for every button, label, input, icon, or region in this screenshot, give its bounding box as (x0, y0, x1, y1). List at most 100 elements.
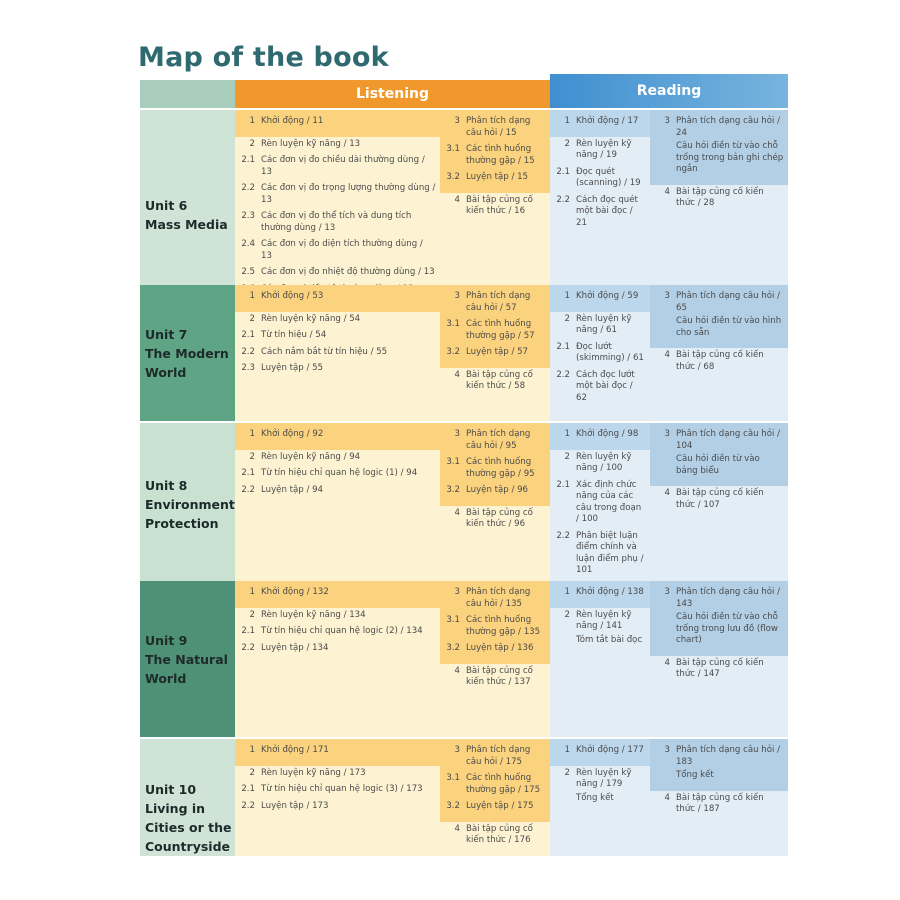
toc-item: 4 Bài tập củng cố kiến thức / 187 (654, 793, 784, 816)
toc-item: 2.3 Các đơn vị đo thể tích và dung tích t… (239, 211, 436, 234)
listening-cell: 1 Khởi động / 171 2 Rèn luyện kỹ năng / 173… (235, 739, 440, 856)
item-number: 2.1 (241, 626, 255, 636)
item-description: Tổng kết (576, 792, 614, 803)
toc-item: 2.2 Luyện tập / 134 (239, 643, 436, 655)
highlight-band: 3 Phân tích dạng câu hỏi / 65 Câu hỏi điền… (650, 285, 788, 348)
unit-row: Unit 6 Mass Media 1 Khởi động / 11 2 Rèn luyệ… (140, 108, 788, 321)
content-area: 4 Bài tập củng cố kiến thức / 107 (650, 486, 788, 586)
item-text: Luyện tập / 94 (261, 484, 324, 495)
item-number: 3.2 (446, 347, 460, 357)
highlight-band: 1 Khởi động / 177 (550, 739, 650, 766)
toc-item: 3 Phân tích dạng câu hỏi / 135 (444, 587, 546, 610)
unit-cell: Unit 8 Environmental Protection (140, 423, 248, 586)
highlight-band: 1 Khởi động / 98 (550, 423, 650, 450)
item-number: 3 (664, 745, 670, 755)
item-text: Phân tích dạng câu hỏi / 15 (466, 116, 531, 138)
toc-item: 3.1 Các tình huống thường gặp / 175 (444, 773, 546, 796)
item-number: 1 (249, 587, 255, 597)
toc-item: 4 Bài tập củng cố kiến thức / 16 (444, 195, 546, 218)
item-text: Phân tích dạng câu hỏi / 95 (466, 429, 531, 451)
toc-item: 2.1 Đọc quét (scanning) / 19 (554, 167, 646, 190)
toc-item: 4 Bài tập củng cố kiến thức / 107 (654, 488, 784, 511)
toc-item: 2 Rèn luyện kỹ năng / 94 (239, 452, 436, 464)
item-text: Khởi động / 92 (261, 429, 324, 439)
item-number: 2 (564, 451, 570, 462)
unit-title: Cities or the (145, 819, 232, 835)
toc-item: 3.2 Luyện tập / 136 (444, 643, 546, 655)
item-text: Các tình huống thường gặp / 57 (466, 319, 535, 341)
item-number: 3 (454, 587, 460, 597)
item-text: Cách đọc lướt một bài đọc / 62 (576, 369, 635, 403)
highlight-band: 1 Khởi động / 171 (235, 739, 440, 766)
item-number: 4 (454, 823, 460, 834)
item-text: Bài tập củng cố kiến thức / 28 (676, 186, 764, 209)
toc-item: 4 Bài tập củng cố kiến thức / 68 (654, 350, 784, 373)
toc-item: 2.4 Các đơn vị đo diện tích thường dùng /… (239, 239, 436, 262)
item-number: 2 (564, 313, 570, 324)
item-text: Khởi động / 138 (576, 587, 644, 597)
item-text: Bài tập củng cố kiến thức / 187 (676, 792, 764, 815)
item-number: 2 (249, 609, 255, 620)
toc-item: 1 Khởi động / 53 (239, 291, 436, 303)
item-text: Rèn luyện kỹ năng / 134 (261, 609, 366, 620)
highlight-band: 3 Phân tích dạng câu hỏi / 104 Câu hỏi điề… (650, 423, 788, 486)
unit-number: Unit 7 (145, 326, 188, 342)
unit-title: Mass Media (145, 217, 228, 233)
item-text: Các tình huống thường gặp / 15 (466, 144, 535, 166)
page-title: Map of the book (138, 42, 389, 73)
toc-item: 4 Bài tập củng cố kiến thức / 147 (654, 658, 784, 681)
highlight-band: 3 Phân tích dạng câu hỏi / 15 3.1 Các tình … (440, 110, 550, 193)
item-text: Khởi động / 171 (261, 745, 329, 755)
reading-cell: 1 Khởi động / 177 2 Rèn luyện kỹ năng / 179… (550, 739, 650, 856)
unit-number: Unit 9 (145, 632, 188, 648)
toc-item: 4 Bài tập củng cố kiến thức / 176 (444, 824, 546, 847)
content-area: 4 Bài tập củng cố kiến thức / 187 (650, 790, 788, 856)
toc-item: 3 Phân tích dạng câu hỏi / 24 (654, 116, 784, 139)
reading-cell: 3 Phân tích dạng câu hỏi / 183 Tổng kết 4 Bà… (650, 739, 788, 856)
item-text: Từ tín hiệu chỉ quan hệ logic (3) / 173 (261, 784, 423, 794)
highlight-band: 3 Phân tích dạng câu hỏi / 24 Câu hỏi điền… (650, 110, 788, 185)
content-area: 4 Bài tập củng cố kiến thức / 58 (440, 367, 550, 421)
item-text: Rèn luyện kỹ năng / 54 (261, 313, 361, 324)
item-text: Các đơn vị đo thể tích và dung tích thườ… (261, 211, 412, 233)
item-text: Luyện tập / 15 (466, 172, 529, 182)
highlight-band: 1 Khởi động / 138 (550, 581, 650, 608)
item-description: Câu hỏi điền từ vào hình cho sẵn (676, 316, 782, 338)
item-number: 1 (249, 291, 255, 301)
content-area: 2 Rèn luyện kỹ năng / 61 2.1 Đọc lướt (skim… (550, 311, 650, 421)
item-text: Các tình huống thường gặp / 135 (466, 615, 541, 637)
unit-number: Unit 6 (145, 198, 188, 214)
item-description: Tổng kết (676, 770, 714, 780)
item-number: 2.2 (241, 800, 255, 811)
item-number: 2 (564, 138, 570, 149)
toc-item: 1 Khởi động / 98 (554, 429, 646, 441)
toc-item: 4 Bài tập củng cố kiến thức / 96 (444, 508, 546, 531)
toc-item: 4 Bài tập củng cố kiến thức / 137 (444, 666, 546, 689)
toc-item: 1 Khởi động / 138 (554, 587, 646, 599)
item-text: Bài tập củng cố kiến thức / 107 (676, 488, 764, 510)
toc-item: 3 Phân tích dạng câu hỏi / 57 (444, 291, 546, 314)
toc-item: 3.1 Các tình huống thường gặp / 15 (444, 144, 546, 167)
item-number: 1 (564, 745, 570, 755)
toc-item: 4 Bài tập củng cố kiến thức / 28 (654, 187, 784, 210)
item-number: 2.1 (241, 155, 255, 165)
highlight-band: 1 Khởi động / 59 (550, 285, 650, 312)
item-text: Các đơn vị đo diện tích thường dùng / 13 (261, 239, 423, 261)
toc-item: 3.2 Luyện tập / 57 (444, 347, 546, 359)
listening-cell: 3 Phân tích dạng câu hỏi / 95 3.1 Các tình … (440, 423, 550, 586)
item-number: 2.2 (241, 183, 255, 193)
item-number: 4 (664, 350, 670, 360)
listening-cell: 3 Phân tích dạng câu hỏi / 135 3.1 Các tình… (440, 581, 550, 737)
item-description: Câu hỏi điền từ vào chỗ trống trong lưu … (676, 612, 778, 645)
content-area: 2 Rèn luyện kỹ năng / 141 Tóm tắt bài đọc (550, 607, 650, 737)
toc-item: 3 Phân tích dạng câu hỏi / 104 (654, 429, 784, 452)
highlight-band: 1 Khởi động / 92 (235, 423, 440, 450)
content-area: 2 Rèn luyện kỹ năng / 100 2.1 Xác định chức… (550, 449, 650, 586)
toc-item: 3.2 Luyện tập / 96 (444, 485, 546, 497)
toc-item: 2.1 Xác định chức năng của các câu trong … (554, 480, 646, 526)
toc-item: 2.2 Luyện tập / 94 (239, 485, 436, 497)
highlight-band: 3 Phân tích dạng câu hỏi / 183 Tổng kết (650, 739, 788, 791)
item-number: 2 (564, 767, 570, 778)
highlight-band: 1 Khởi động / 132 (235, 581, 440, 608)
unit-number: Unit 10 (145, 781, 197, 797)
